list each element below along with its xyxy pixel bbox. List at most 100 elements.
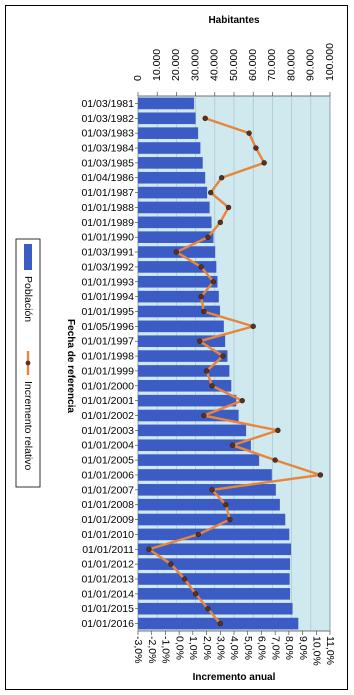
category-label: 01/04/1986 [81,172,134,184]
bar-poblacion [138,439,251,452]
habitantes-tick-label: 50.000 [228,49,240,81]
bar-poblacion [138,424,247,437]
bar-poblacion [138,513,286,526]
bar-poblacion [138,201,210,214]
point-incremento [275,427,281,434]
bar-poblacion [138,216,212,229]
incremento-tick-label: 1,0% [187,636,199,660]
incremento-tick-label: 7,0% [269,636,281,660]
bar-poblacion [138,186,208,199]
incremento-tick-label: 10,0% [311,636,323,666]
point-incremento [198,264,204,270]
category-label: 01/03/1981 [81,98,134,110]
incremento-axis-title: Incremento anual [193,672,276,683]
bar-poblacion [138,290,219,303]
bar-poblacion [138,127,199,139]
point-incremento [209,487,215,493]
bar-poblacion [138,394,237,407]
point-incremento [198,293,204,300]
point-incremento [173,249,180,255]
bar-poblacion [138,112,196,125]
legend-swatch-poblacion [24,244,32,270]
category-label: 01/01/2004 [81,440,134,452]
incremento-tick-label: 3,0% [215,636,227,660]
point-incremento [225,204,232,211]
point-incremento [220,353,226,359]
habitantes-tick-label: 90.000 [305,49,317,81]
point-incremento [217,620,223,627]
point-incremento [229,442,236,448]
incremento-tick-label: -1,0% [160,636,172,663]
incremento-tick-label: 11,0% [324,636,336,665]
bar-poblacion [138,335,226,348]
point-incremento [195,531,202,538]
point-incremento [253,145,259,151]
category-label: 01/03/1992 [81,261,134,273]
category-label: 01/01/1997 [81,336,134,348]
chart: 01/03/1981 01/03/1982 01/03/1983 01/03/1984… [15,15,336,683]
incremento-tick-label: 0,0% [173,636,185,660]
point-incremento [202,115,208,121]
category-label: 01/01/1995 [81,306,134,318]
point-incremento [181,576,188,582]
category-label: 01/01/1994 [81,291,134,303]
point-incremento [223,501,229,508]
bar-poblacion [138,97,195,110]
category-label: 01/01/2001 [81,395,134,407]
category-label: 01/01/2005 [81,455,134,467]
bar-poblacion [138,528,290,541]
bar-poblacion [138,484,276,496]
incremento-axis: -3,0% -2,0% -1,0% 0,0% 1,0% 2,0% 3,0% 4,0% 5,0% 6… [132,631,336,683]
category-label: 01/03/1982 [81,113,134,125]
legend: Población Incremento relativo [15,238,41,488]
habitantes-tick-label: 40.000 [209,49,221,81]
point-incremento [217,219,223,226]
bar-poblacion [138,157,203,169]
habitantes-tick-label: 20.000 [170,49,182,81]
point-incremento [317,472,324,478]
bar-poblacion [138,350,228,362]
point-incremento [246,130,252,136]
category-label: 01/01/2013 [81,573,134,585]
bar-poblacion [138,231,214,243]
bar-poblacion [138,171,206,184]
category-label: 01/01/2006 [81,469,134,481]
bar-poblacion [138,454,260,466]
point-incremento [203,368,210,374]
bar-poblacion [138,261,217,273]
point-incremento [272,457,278,463]
habitantes-tick-label: 60.000 [247,49,259,81]
incremento-tick-label: 6,0% [256,636,268,660]
habitantes-tick-label: 100.000 [324,43,336,81]
bar-poblacion [138,543,292,556]
point-incremento [146,546,152,552]
point-incremento [205,234,211,240]
category-label: 01/01/2002 [81,410,134,422]
habitantes-tick-label: 10.000 [151,49,163,81]
category-label: 01/01/2008 [81,499,134,511]
point-incremento [168,561,174,567]
point-incremento [205,606,211,612]
bar-poblacion [138,409,239,422]
point-incremento [201,308,207,315]
point-incremento [197,338,203,344]
point-incremento [209,383,215,389]
category-label: 01/01/1993 [81,276,134,288]
legend-marker-incremento [25,360,31,366]
category-label: 01/03/1985 [81,157,134,169]
habitantes-tick-label: 0 [132,75,144,81]
category-label: 01/01/1999 [81,365,134,377]
category-label: 01/01/2007 [81,484,134,496]
bar-poblacion [138,558,291,570]
habitantes-tick-label: 30.000 [189,49,201,81]
point-incremento [250,323,256,330]
point-incremento [239,397,245,404]
incremento-tick-label: -2,0% [146,636,158,663]
category-label: 01/01/1989 [81,217,134,229]
category-label: 01/01/2012 [81,559,134,571]
bar-poblacion [138,573,290,585]
legend-label-poblacion: Población [22,276,34,322]
category-label: 01/01/2016 [81,618,134,630]
incremento-tick-label: 2,0% [201,636,213,660]
point-incremento [210,279,217,285]
